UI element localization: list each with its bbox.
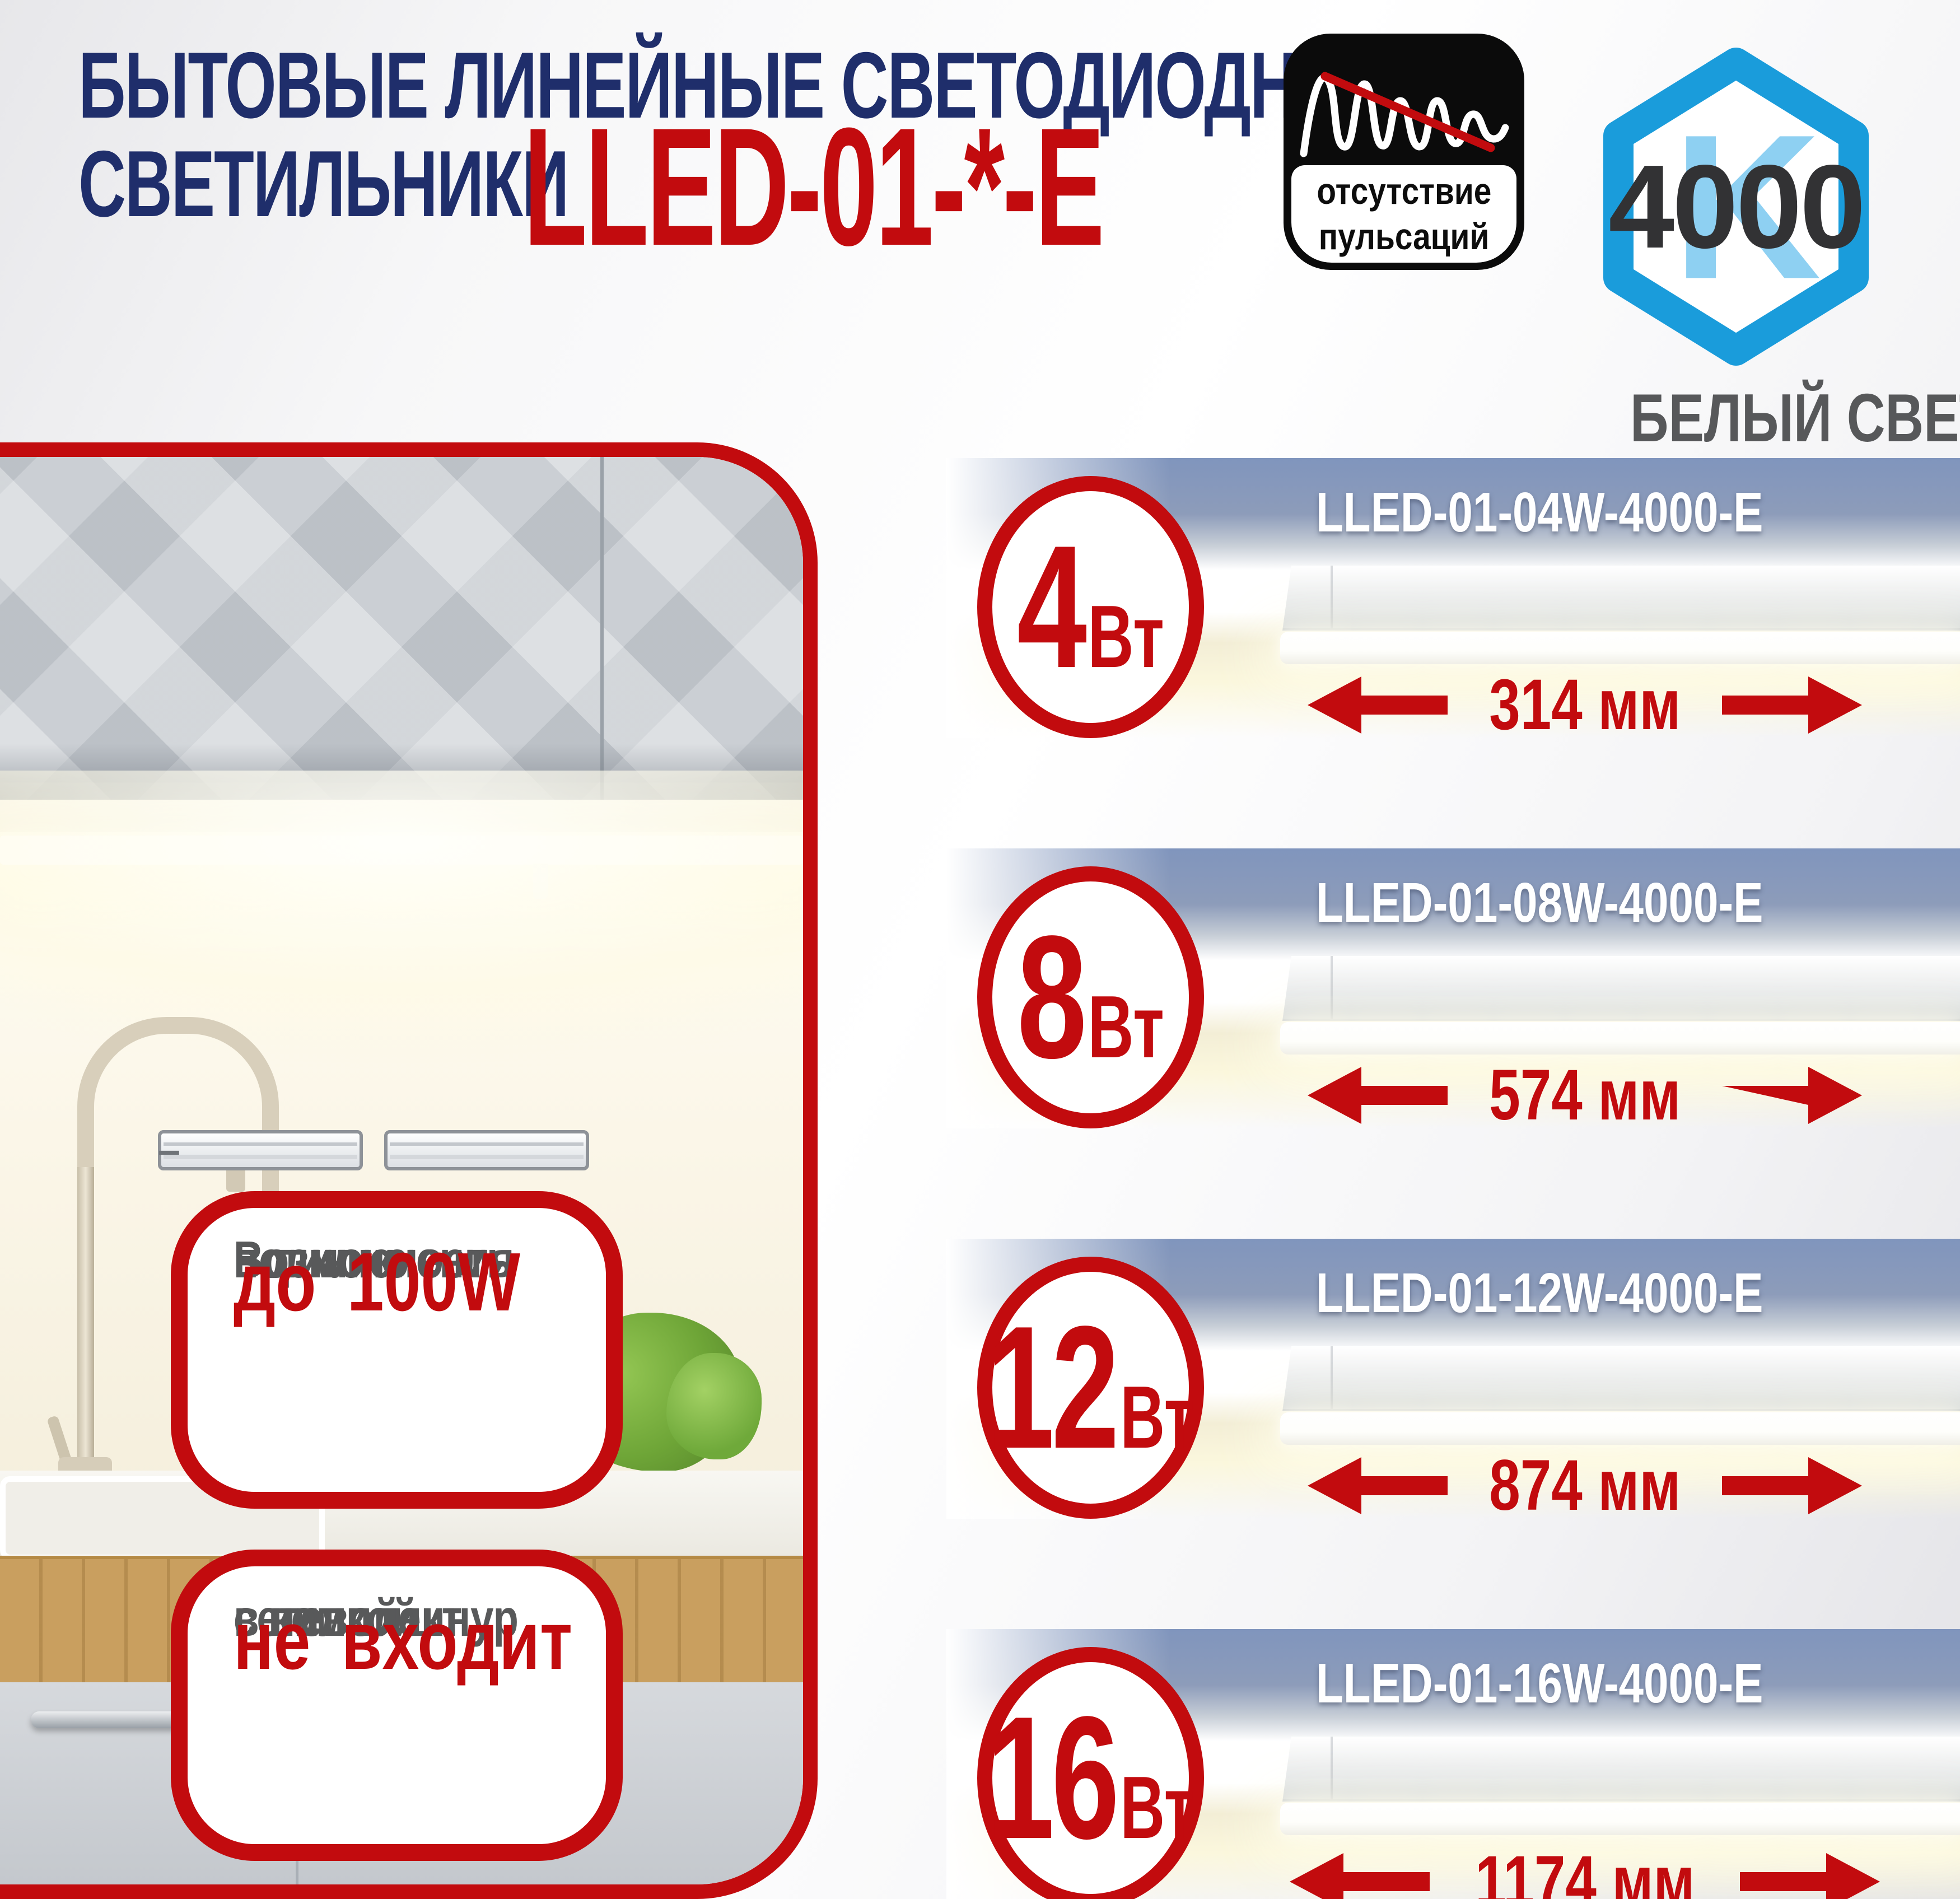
left-arrow-icon (1307, 1457, 1448, 1514)
callout-power-cord: сетевой шнур с вилкой в комплект не вход… (171, 1550, 623, 1861)
callout-text-line: подключения (234, 1230, 515, 1289)
crossed-waveform-icon (1300, 72, 1509, 157)
mini-light-bar-icon (158, 1130, 363, 1170)
mini-light-bar-icon (384, 1130, 589, 1170)
light-bar-image (1280, 1737, 1960, 1846)
color-temp-unit: K (1672, 91, 1822, 322)
right-arrow-icon (1740, 1853, 1880, 1899)
callout-highlight: не входит (234, 1594, 573, 1687)
lettuce-leaf (666, 1353, 762, 1459)
kitchen-photo-panel: – Возможность подключения в линию до 100… (0, 442, 818, 1899)
bar-housing (1282, 1346, 1960, 1411)
right-arrow-icon (1722, 676, 1863, 734)
callout-text-line: Возможность (234, 1230, 512, 1289)
right-arrow-icon (1722, 1457, 1863, 1514)
left-arrow-icon (1307, 676, 1448, 734)
length-value: 574 мм (1488, 1055, 1681, 1135)
power-badge: 12 Вт (977, 1257, 1204, 1519)
light-bar-image (1280, 956, 1960, 1065)
bar-housing (1282, 1737, 1960, 1802)
model-series-title: LLED-01-*-E (524, 92, 1105, 281)
product-model: LLED-01-12W-4000-E (1315, 1262, 1763, 1324)
left-arrow-icon (1289, 1853, 1430, 1899)
power-unit: Вт (1120, 1758, 1195, 1857)
length-dimension: 874 мм (1282, 1444, 1887, 1527)
length-dimension: 314 мм (1282, 664, 1887, 746)
bar-diffuser (1280, 632, 1960, 664)
length-dimension: 1174 мм (1282, 1840, 1887, 1899)
right-arrow-icon (1722, 1066, 1863, 1124)
faucet-pipe (77, 1167, 94, 1469)
power-badge: 8 Вт (977, 866, 1204, 1128)
connect-in-line-illustration: – (158, 1126, 589, 1174)
bar-diffuser (1280, 1022, 1960, 1055)
no-pulsation-label-line2: пульсаций (1318, 216, 1490, 257)
callout-highlight: до 100W (234, 1236, 521, 1328)
callout-text-line: в линию (234, 1230, 409, 1289)
callout-connect-in-line: Возможность подключения в линию до 100W (171, 1191, 623, 1509)
faucet-spout (226, 1167, 245, 1192)
product-model: LLED-01-16W-4000-E (1315, 1652, 1763, 1715)
left-arrow-icon (1307, 1066, 1448, 1124)
page-title-line1: БЫТОВЫЕ ЛИНЕЙНЫЕ СВЕТОДИОДНЫЕ (78, 32, 1403, 138)
length-dimension: 574 мм (1282, 1054, 1887, 1136)
power-value: 12 (986, 1290, 1119, 1485)
bar-diffuser (1280, 1803, 1960, 1835)
power-unit: Вт (1120, 1368, 1195, 1467)
color-temp-badge: K 4000 (1600, 46, 1872, 367)
product-model: LLED-01-04W-4000-E (1315, 481, 1763, 544)
red-slash (1320, 72, 1495, 152)
light-bar-image (1280, 1346, 1960, 1455)
power-value: 16 (986, 1681, 1119, 1875)
white-light-label: БЕЛЫЙ СВЕТ (1630, 380, 1960, 456)
color-temp-value: 4000 (1608, 140, 1866, 273)
page-title-line2: СВЕТИЛЬНИКИ (78, 131, 569, 236)
upper-cabinets (0, 457, 803, 800)
bar-housing (1282, 566, 1960, 631)
power-badge: 4 Вт (977, 476, 1204, 738)
callout-text-line: сетевой шнур (234, 1589, 519, 1647)
cabinet-door-gap (600, 457, 604, 800)
length-value: 874 мм (1488, 1445, 1681, 1525)
length-value: 1174 мм (1474, 1841, 1695, 1899)
light-bar-image (1280, 566, 1960, 675)
bar-housing (1282, 956, 1960, 1021)
power-unit: Вт (1088, 978, 1164, 1076)
product-model: LLED-01-08W-4000-E (1315, 871, 1763, 934)
callout-text-line: с вилкой (234, 1589, 418, 1647)
callout-text-line: в комплект (234, 1589, 463, 1647)
power-unit: Вт (1088, 587, 1164, 686)
power-value: 8 (1017, 900, 1087, 1095)
no-pulsation-label-line1: отсутствие (1317, 170, 1491, 212)
power-value: 4 (1017, 510, 1087, 704)
bar-diffuser (1280, 1412, 1960, 1445)
length-value: 314 мм (1488, 665, 1681, 745)
no-pulsation-label: отсутствие пульсаций (1291, 165, 1516, 263)
hexagon-icon (1603, 48, 1869, 366)
no-pulsation-badge: отсутствие пульсаций (1284, 34, 1524, 270)
power-badge: 16 Вт (977, 1647, 1204, 1899)
